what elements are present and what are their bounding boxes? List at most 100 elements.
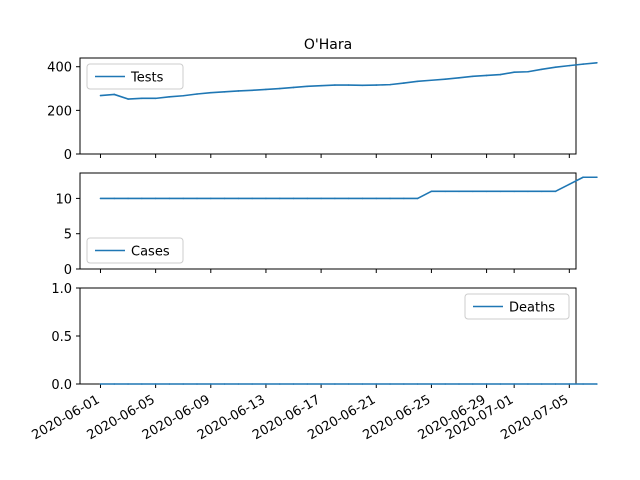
chart-title: O'Hara [304,37,352,53]
data-point [416,197,419,200]
data-point [389,83,391,86]
data-point [444,190,447,193]
data-point [403,197,405,200]
data-point [141,97,143,100]
data-point [540,190,543,193]
data-point [444,383,447,385]
data-point [513,71,515,73]
series-line-cases [100,176,597,200]
data-point [223,383,226,385]
data-point [237,383,240,385]
data-point [568,64,571,67]
data-point [278,197,281,200]
data-point [596,383,598,385]
y-tick-label: 10 [55,192,72,207]
data-point [389,197,391,200]
data-point [596,176,598,179]
data-point [292,383,295,385]
data-point [471,75,474,78]
data-point [306,197,309,200]
data-point [99,383,102,385]
data-point [306,383,309,385]
data-point [182,197,185,200]
data-point [196,197,198,200]
axes-frame-2 [79,172,577,270]
data-point [361,197,364,200]
data-point [389,383,391,385]
y-tick-label: 0.0 [51,378,72,393]
data-point [99,197,102,200]
data-point [540,68,543,71]
data-point [141,197,143,200]
y-tick-label: 1.0 [51,282,72,297]
data-point [499,383,502,385]
data-point [361,383,364,385]
data-point [554,383,557,385]
legend-box [86,63,184,90]
data-point [527,383,529,385]
data-point [209,383,212,385]
data-point [485,74,488,77]
data-point [237,197,240,200]
data-point [265,88,267,91]
legend-box [86,237,184,264]
y-tick-label: 200 [47,104,72,119]
data-point [292,197,295,200]
data-point [99,94,102,97]
data-point [251,89,253,92]
data-point [540,383,543,385]
data-point [485,383,488,385]
data-point [127,383,129,385]
data-point [223,91,226,93]
data-point [251,383,253,385]
data-point [361,84,364,87]
data-point [347,197,350,200]
data-point [458,383,460,385]
data-point [596,62,598,64]
data-point [334,197,336,200]
data-point [265,197,267,200]
data-point [278,87,281,90]
data-point [154,197,157,200]
data-point [209,197,212,200]
data-point [499,73,502,76]
data-point [223,197,226,200]
data-point [458,77,460,79]
data-point [334,383,336,385]
data-point [320,383,322,385]
data-point [375,383,378,385]
data-point [403,82,405,84]
legend-label: Cases [131,245,170,260]
data-point [141,383,143,385]
data-point [209,91,212,94]
y-tick-label: 400 [47,61,72,76]
data-point [113,93,116,96]
y-tick-label: 0 [64,263,72,278]
y-tick-label: 0.5 [51,330,72,345]
data-point [582,383,584,385]
legend-box [464,293,570,320]
data-point [168,96,171,98]
data-point [513,190,515,193]
legend-label: Deaths [509,301,555,316]
data-point [292,86,295,89]
axes-frame-1 [79,57,577,155]
data-point [182,94,185,97]
data-point [513,383,515,385]
data-point [471,190,474,193]
data-point [182,383,185,385]
data-point [485,190,488,193]
data-point [471,383,474,385]
data-point [278,383,281,385]
data-point [196,93,198,95]
data-point [416,383,419,385]
data-point [568,183,571,186]
data-point [127,98,129,100]
data-point [375,197,378,200]
data-point [375,84,378,86]
data-point [196,383,198,385]
data-point [127,197,129,200]
data-point [416,80,419,83]
y-tick-label: 5 [64,228,72,243]
